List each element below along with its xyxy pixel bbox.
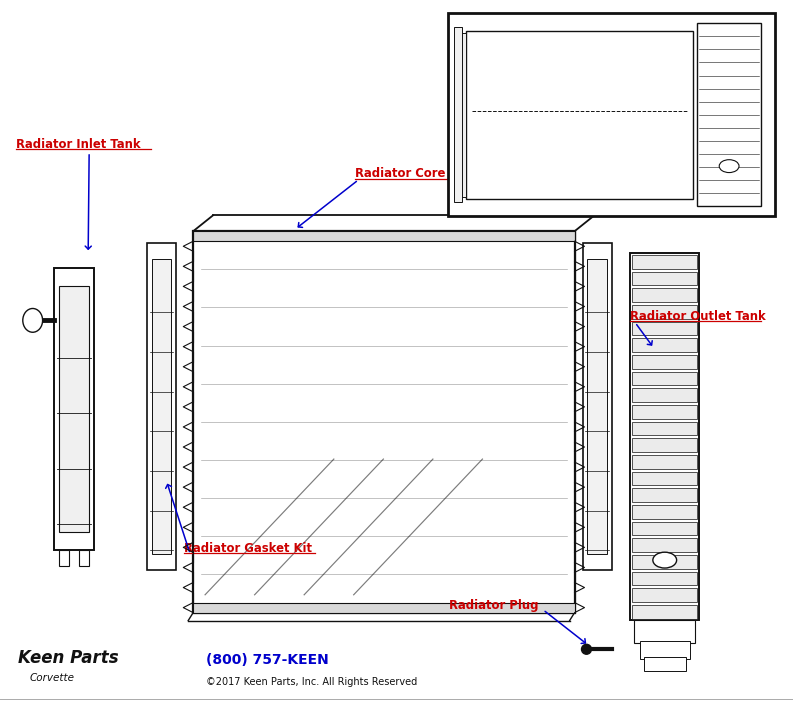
Bar [59, 286, 89, 532]
Bar [151, 259, 171, 554]
Text: Radiator Core: Radiator Core [354, 167, 445, 180]
Text: ©2017 Keen Parts, Inc. All Rights Reserved: ©2017 Keen Parts, Inc. All Rights Reserv… [206, 677, 418, 687]
Bar [632, 488, 698, 502]
Bar [632, 405, 698, 418]
Bar [632, 455, 698, 469]
Circle shape [582, 644, 591, 654]
Bar [632, 322, 698, 336]
Bar [632, 438, 698, 452]
Bar [634, 619, 695, 644]
Bar [54, 268, 94, 550]
Bar [632, 338, 698, 352]
Bar [79, 550, 89, 566]
Bar [193, 603, 574, 613]
Bar [59, 550, 70, 566]
Bar [193, 231, 574, 613]
Bar [458, 33, 466, 197]
Ellipse shape [719, 160, 739, 173]
Bar [587, 259, 607, 554]
Text: Radiator Inlet Tank: Radiator Inlet Tank [16, 138, 141, 150]
Bar [632, 521, 698, 535]
Text: Radiator Plug: Radiator Plug [449, 599, 538, 612]
Bar [644, 657, 686, 671]
Bar [448, 13, 774, 216]
Text: (800) 757-KEEN: (800) 757-KEEN [206, 653, 329, 667]
Bar [193, 231, 574, 241]
Bar [632, 271, 698, 285]
Bar [632, 472, 698, 485]
Bar [632, 605, 698, 618]
Text: Corvette: Corvette [30, 673, 74, 683]
Bar [582, 243, 612, 570]
Bar [632, 572, 698, 585]
Bar [632, 305, 698, 319]
Text: Radiator Gasket Kit: Radiator Gasket Kit [471, 120, 599, 132]
Text: Radiator Outlet Tank: Radiator Outlet Tank [630, 310, 766, 323]
Bar [632, 355, 698, 369]
Bar [632, 505, 698, 518]
Bar [632, 288, 698, 302]
Bar [632, 422, 698, 436]
Bar [632, 372, 698, 385]
Bar [632, 539, 698, 552]
Bar [146, 243, 176, 570]
Ellipse shape [653, 552, 677, 568]
Bar [698, 23, 761, 207]
Bar [632, 388, 698, 402]
Bar [632, 555, 698, 569]
Bar [454, 27, 462, 202]
Bar [632, 588, 698, 602]
Text: Keen Parts: Keen Parts [18, 649, 118, 667]
Bar [632, 255, 698, 269]
Bar [630, 253, 699, 619]
Bar [640, 642, 690, 660]
Ellipse shape [22, 308, 42, 332]
Bar [466, 31, 694, 199]
Text: Radiator Gasket Kit: Radiator Gasket Kit [184, 541, 312, 554]
Text: Radiator: Radiator [471, 102, 528, 115]
